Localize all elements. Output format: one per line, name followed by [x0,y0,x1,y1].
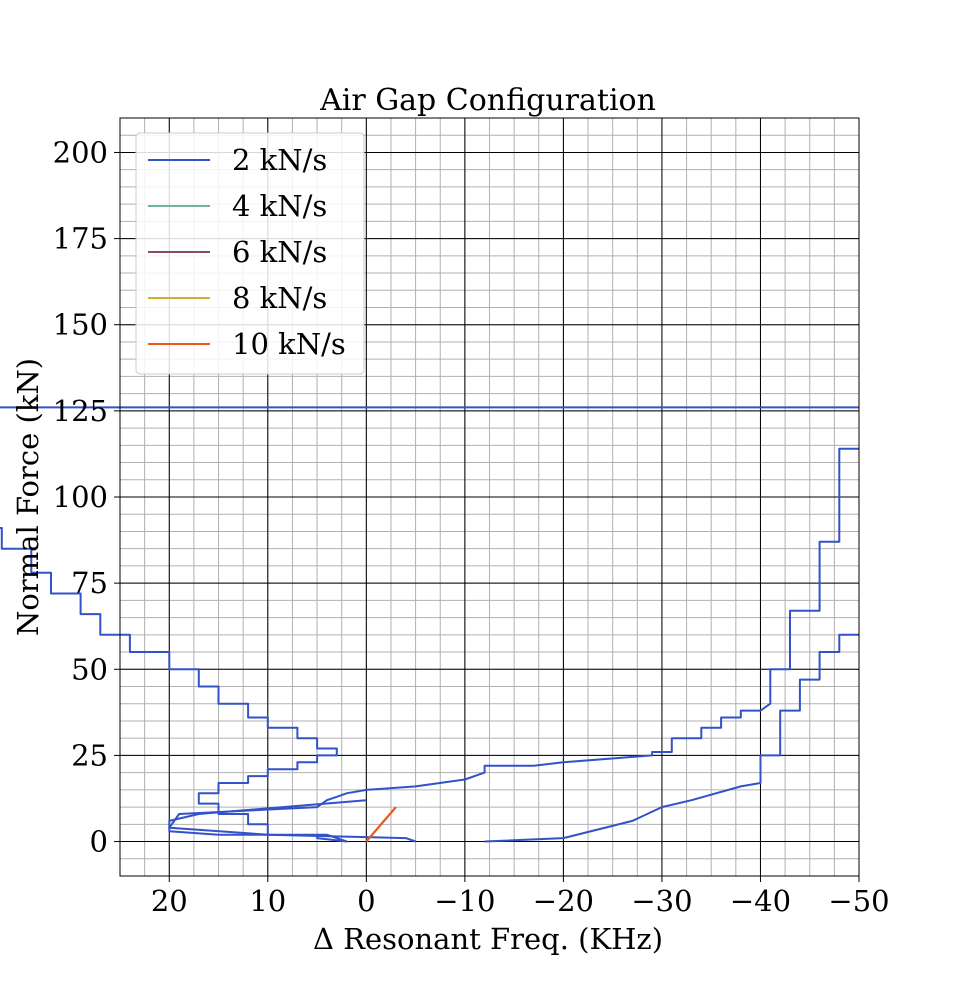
x-tick-label: −10 [434,884,495,918]
y-tick-label: 125 [53,394,108,428]
y-tick-label: 75 [71,566,108,600]
x-tick-label: −40 [730,884,791,918]
series-line-1 [0,406,859,843]
x-tick-label: −50 [828,884,889,918]
x-tick-label: 10 [249,884,286,918]
y-tick-label: 25 [71,738,108,772]
x-tick-label: 20 [151,884,188,918]
legend-label: 6 kN/s [232,235,327,269]
y-tick-label: 0 [90,825,108,859]
axis-ticks: 20 10 0 −10 −20 −30 −40 −5002550751001251501752… [53,135,890,918]
y-tick-label: 100 [53,480,108,514]
legend-label: 10 kN/s [232,327,346,361]
y-tick-label: 50 [71,652,108,686]
series-line-1 [168,447,859,843]
legend: 2 kN/s 4 kN/s 6 kN/s 8 kN/s 10 kN/s [135,132,365,375]
legend-label: 8 kN/s [232,281,327,315]
x-tick-label: −30 [631,884,692,918]
x-axis-label: Δ Resonant Freq. (KHz) [313,922,663,956]
series-lines [0,406,859,843]
series-line-1 [484,633,859,843]
legend-box [135,132,365,375]
x-tick-label: 0 [357,884,375,918]
y-tick-label: 175 [53,222,108,256]
chart-title: Air Gap Configuration [319,83,656,118]
legend-label: 2 kN/s [232,143,327,177]
legend-label: 4 kN/s [232,189,327,223]
y-tick-label: 150 [53,308,108,342]
x-tick-label: −20 [533,884,594,918]
y-tick-label: 200 [53,135,108,169]
y-axis-label: Normal Force (kN) [11,358,45,636]
series-line-5 [365,806,397,843]
